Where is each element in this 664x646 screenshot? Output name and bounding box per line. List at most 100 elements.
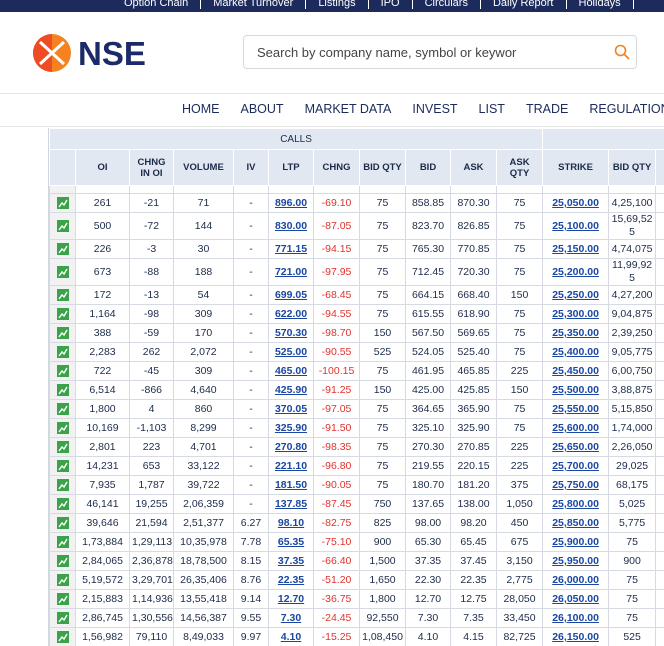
cell: [129, 185, 174, 194]
strike-link[interactable]: 25,650.00: [552, 441, 599, 453]
nav-item[interactable]: REGULATION: [589, 102, 664, 116]
cell: 9.55: [233, 608, 269, 628]
ltp-link[interactable]: 896.00: [274, 197, 308, 209]
ltp-link[interactable]: 325.90: [274, 422, 308, 434]
strike-link[interactable]: 25,550.00: [552, 403, 599, 415]
nav-item[interactable]: MARKET DATA: [304, 102, 392, 116]
strike-link[interactable]: 25,150.00: [552, 243, 599, 255]
cell: 25,250.00: [542, 285, 610, 305]
ltp-link[interactable]: 22.35: [277, 574, 305, 586]
nav-item[interactable]: HOME: [182, 102, 220, 116]
ltp-link[interactable]: 137.85: [274, 498, 308, 510]
ltp-link[interactable]: 830.00: [274, 220, 308, 232]
strike-link[interactable]: 25,850.00: [552, 517, 599, 529]
strike-link[interactable]: 25,900.00: [552, 536, 599, 548]
ltp-link[interactable]: 270.80: [274, 441, 308, 453]
chart-icon[interactable]: [56, 308, 69, 321]
strike-link[interactable]: 25,600.00: [552, 422, 599, 434]
chart-icon[interactable]: [56, 422, 69, 435]
top-link[interactable]: Listings: [306, 0, 369, 9]
chart-icon[interactable]: [56, 517, 69, 530]
chart-icon[interactable]: [56, 441, 69, 454]
chart-icon[interactable]: [56, 612, 69, 625]
top-link[interactable]: Circulars: [412, 0, 481, 9]
chart-icon[interactable]: [56, 460, 69, 473]
chart-icon[interactable]: [56, 593, 69, 606]
strike-link[interactable]: 25,300.00: [552, 308, 599, 320]
search-icon[interactable]: [614, 44, 630, 60]
chart-icon[interactable]: [56, 365, 69, 378]
ltp-link[interactable]: 370.05: [274, 403, 308, 415]
chart-icon[interactable]: [56, 197, 69, 210]
strike-link[interactable]: 25,200.00: [552, 266, 599, 278]
ltp-link[interactable]: 7.30: [280, 612, 302, 624]
chart-icon[interactable]: [56, 220, 69, 233]
chart-icon[interactable]: [56, 266, 69, 279]
ltp-link[interactable]: 221.10: [274, 460, 308, 472]
strike-link[interactable]: 25,050.00: [552, 197, 599, 209]
ltp-link[interactable]: 465.00: [274, 365, 308, 377]
cell: -90.05: [313, 475, 360, 495]
ltp-link[interactable]: 570.30: [274, 327, 308, 339]
strike-link[interactable]: 25,950.00: [552, 555, 599, 567]
cell: 4.10: [268, 627, 314, 646]
strike-link[interactable]: 25,400.00: [552, 346, 599, 358]
chart-icon[interactable]: [56, 346, 69, 359]
top-link[interactable]: Option Chain: [112, 0, 202, 9]
ltp-link[interactable]: 721.00: [274, 266, 308, 278]
cell: 900: [359, 532, 406, 552]
nav-item[interactable]: LIST: [478, 102, 505, 116]
ltp-link[interactable]: 699.05: [274, 289, 308, 301]
cell: 261: [75, 193, 130, 213]
strike-link[interactable]: 26,150.00: [552, 631, 599, 643]
ltp-link[interactable]: 65.35: [277, 536, 305, 548]
strike-link[interactable]: 25,450.00: [552, 365, 599, 377]
chart-icon[interactable]: [56, 243, 69, 256]
ltp-link[interactable]: 181.50: [274, 479, 308, 491]
strike-link[interactable]: 25,500.00: [552, 384, 599, 396]
nav-item[interactable]: INVEST: [412, 102, 458, 116]
ltp-link[interactable]: 4.10: [280, 631, 302, 643]
cell: 826.85: [450, 212, 497, 240]
chart-icon[interactable]: [56, 327, 69, 340]
ltp-link[interactable]: 525.00: [274, 346, 308, 358]
top-link[interactable]: Daily Report: [480, 0, 567, 9]
top-link[interactable]: Market Turnover: [201, 0, 307, 9]
ltp-link[interactable]: 771.15: [274, 243, 308, 255]
nav-item[interactable]: TRADE: [525, 102, 569, 116]
chart-icon[interactable]: [56, 384, 69, 397]
ltp-link[interactable]: 12.70: [277, 593, 305, 605]
chart-icon[interactable]: [56, 403, 69, 416]
top-link[interactable]: Holidays: [566, 0, 634, 9]
strike-link[interactable]: 25,750.00: [552, 479, 599, 491]
cell: 223: [129, 437, 174, 457]
strike-link[interactable]: 26,100.00: [552, 612, 599, 624]
chart-icon[interactable]: [56, 479, 69, 492]
chart-icon[interactable]: [56, 631, 69, 644]
strike-link[interactable]: 25,100.00: [552, 220, 599, 232]
ltp-link[interactable]: 98.10: [277, 517, 305, 529]
strike-link[interactable]: 25,700.00: [552, 460, 599, 472]
strike-link[interactable]: 26,050.00: [552, 593, 599, 605]
cell: 138.00: [450, 494, 497, 514]
chart-icon[interactable]: [56, 536, 69, 549]
chart-icon[interactable]: [56, 555, 69, 568]
nav-item[interactable]: ABOUT: [240, 102, 284, 116]
cell: 2,15,883: [75, 589, 130, 609]
top-link[interactable]: IPO: [368, 0, 413, 9]
logo[interactable]: NSE: [32, 32, 157, 74]
chart-icon[interactable]: [56, 498, 69, 511]
ltp-link[interactable]: 425.90: [274, 384, 308, 396]
strike-link[interactable]: 26,000.00: [552, 574, 599, 586]
search-box[interactable]: Search by company name, symbol or keywor: [243, 35, 637, 69]
strike-link[interactable]: 25,800.00: [552, 498, 599, 510]
strike-link[interactable]: 25,350.00: [552, 327, 599, 339]
ltp-link[interactable]: 622.00: [274, 308, 308, 320]
chart-icon[interactable]: [56, 574, 69, 587]
chart-icon[interactable]: [56, 289, 69, 302]
cell: 150: [359, 323, 406, 343]
cell: 7.30: [405, 608, 451, 628]
strike-link[interactable]: 25,250.00: [552, 289, 599, 301]
cell: 4.10: [405, 627, 451, 646]
ltp-link[interactable]: 37.35: [277, 555, 305, 567]
